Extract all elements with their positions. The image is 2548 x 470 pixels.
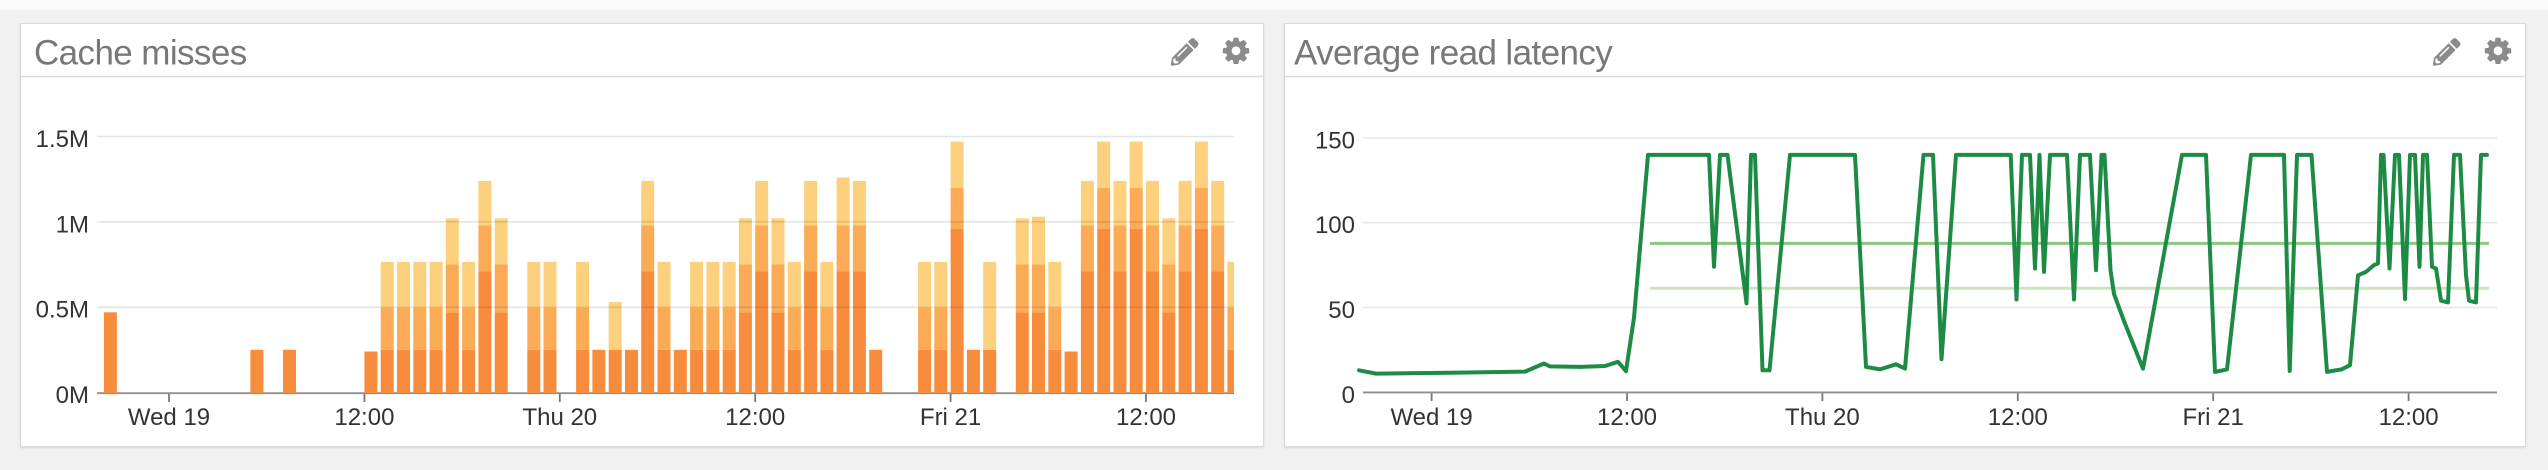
svg-text:Wed 19: Wed 19 [128, 404, 210, 431]
svg-text:Thu 20: Thu 20 [522, 404, 597, 431]
svg-text:150: 150 [1315, 127, 1355, 154]
svg-text:0.5M: 0.5M [36, 297, 89, 324]
svg-text:1M: 1M [56, 211, 89, 238]
svg-text:12:00: 12:00 [1116, 404, 1176, 431]
svg-text:12:00: 12:00 [2379, 404, 2439, 431]
svg-text:Thu 20: Thu 20 [1785, 404, 1860, 431]
svg-text:12:00: 12:00 [725, 404, 785, 431]
svg-text:50: 50 [1328, 297, 1355, 324]
svg-text:Fri 21: Fri 21 [920, 404, 981, 431]
svg-text:1.5M: 1.5M [36, 126, 89, 153]
svg-text:100: 100 [1315, 212, 1355, 239]
svg-text:0: 0 [1342, 382, 1355, 409]
svg-text:Cache misses: Cache misses [34, 34, 247, 73]
svg-text:0M: 0M [56, 382, 89, 409]
svg-text:Fri 21: Fri 21 [2183, 404, 2244, 431]
svg-text:Average read latency: Average read latency [1294, 34, 1613, 73]
svg-text:12:00: 12:00 [1988, 404, 2048, 431]
svg-text:12:00: 12:00 [334, 404, 394, 431]
svg-text:Wed 19: Wed 19 [1390, 404, 1472, 431]
svg-text:12:00: 12:00 [1597, 404, 1657, 431]
